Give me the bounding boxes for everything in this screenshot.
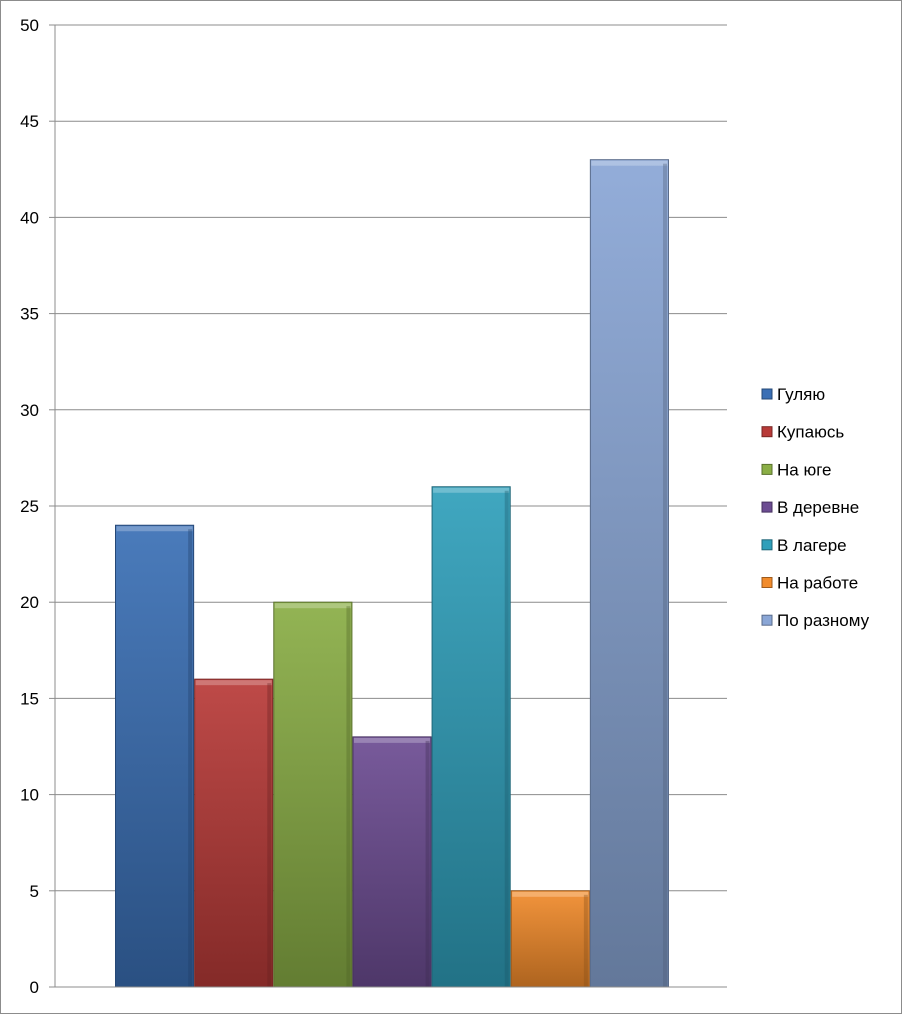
legend: Гуляю Купаюсь На юге В деревне В лагере На ра… (761, 385, 870, 630)
legend-label: В лагере (777, 536, 847, 555)
y-tick-label: 25 (20, 497, 39, 516)
y-tick-label: 35 (20, 305, 39, 324)
bars (115, 159, 669, 988)
legend-swatch (761, 388, 773, 400)
bar-bevel-top (353, 737, 431, 743)
bar-bevel-side (267, 683, 272, 987)
y-tick-label: 0 (30, 978, 39, 997)
bar-bevel-side (663, 163, 667, 987)
legend-label: Гуляю (777, 385, 825, 404)
axes: 0 5 10 15 20 25 30 35 40 45 50 (20, 16, 727, 997)
y-tick-label: 40 (20, 208, 39, 227)
bar (273, 601, 353, 988)
bar-bevel-top (116, 526, 193, 532)
bar (352, 736, 432, 988)
legend-label: На работе (777, 574, 858, 593)
legend-swatch (761, 463, 773, 475)
bar-bevel-side (583, 894, 588, 987)
bar (589, 159, 669, 988)
y-tick-label: 15 (20, 689, 39, 708)
bar-bevel-top (512, 891, 589, 897)
y-tick-label: 45 (20, 112, 39, 131)
bar-bevel-side (504, 490, 509, 987)
bar (431, 486, 511, 988)
legend-swatch (761, 577, 773, 588)
y-tick-label: 50 (20, 16, 39, 35)
y-tick-label: 30 (20, 401, 39, 420)
bar-bevel-side (188, 529, 193, 987)
y-tick-label: 20 (20, 593, 39, 612)
legend-swatch (761, 501, 773, 513)
bar (115, 524, 195, 988)
bar-bevel-top (195, 680, 272, 686)
bar (510, 890, 590, 988)
legend-swatch (761, 614, 773, 626)
bar-bevel-top (433, 487, 510, 493)
legend-label: На юге (777, 460, 832, 479)
y-tick-label: 5 (30, 882, 39, 901)
bar-bevel-side (425, 740, 430, 987)
legend-label: По разному (777, 611, 870, 630)
bar (194, 678, 274, 988)
legend-label: Купаюсь (777, 423, 844, 442)
bar-bevel-side (346, 606, 351, 987)
bar-bevel-top (274, 603, 351, 609)
legend-swatch (761, 426, 773, 438)
legend-swatch (761, 539, 773, 551)
legend-label: В деревне (777, 498, 859, 517)
y-tick-label: 10 (20, 786, 39, 805)
bar-bevel-top (591, 160, 668, 166)
